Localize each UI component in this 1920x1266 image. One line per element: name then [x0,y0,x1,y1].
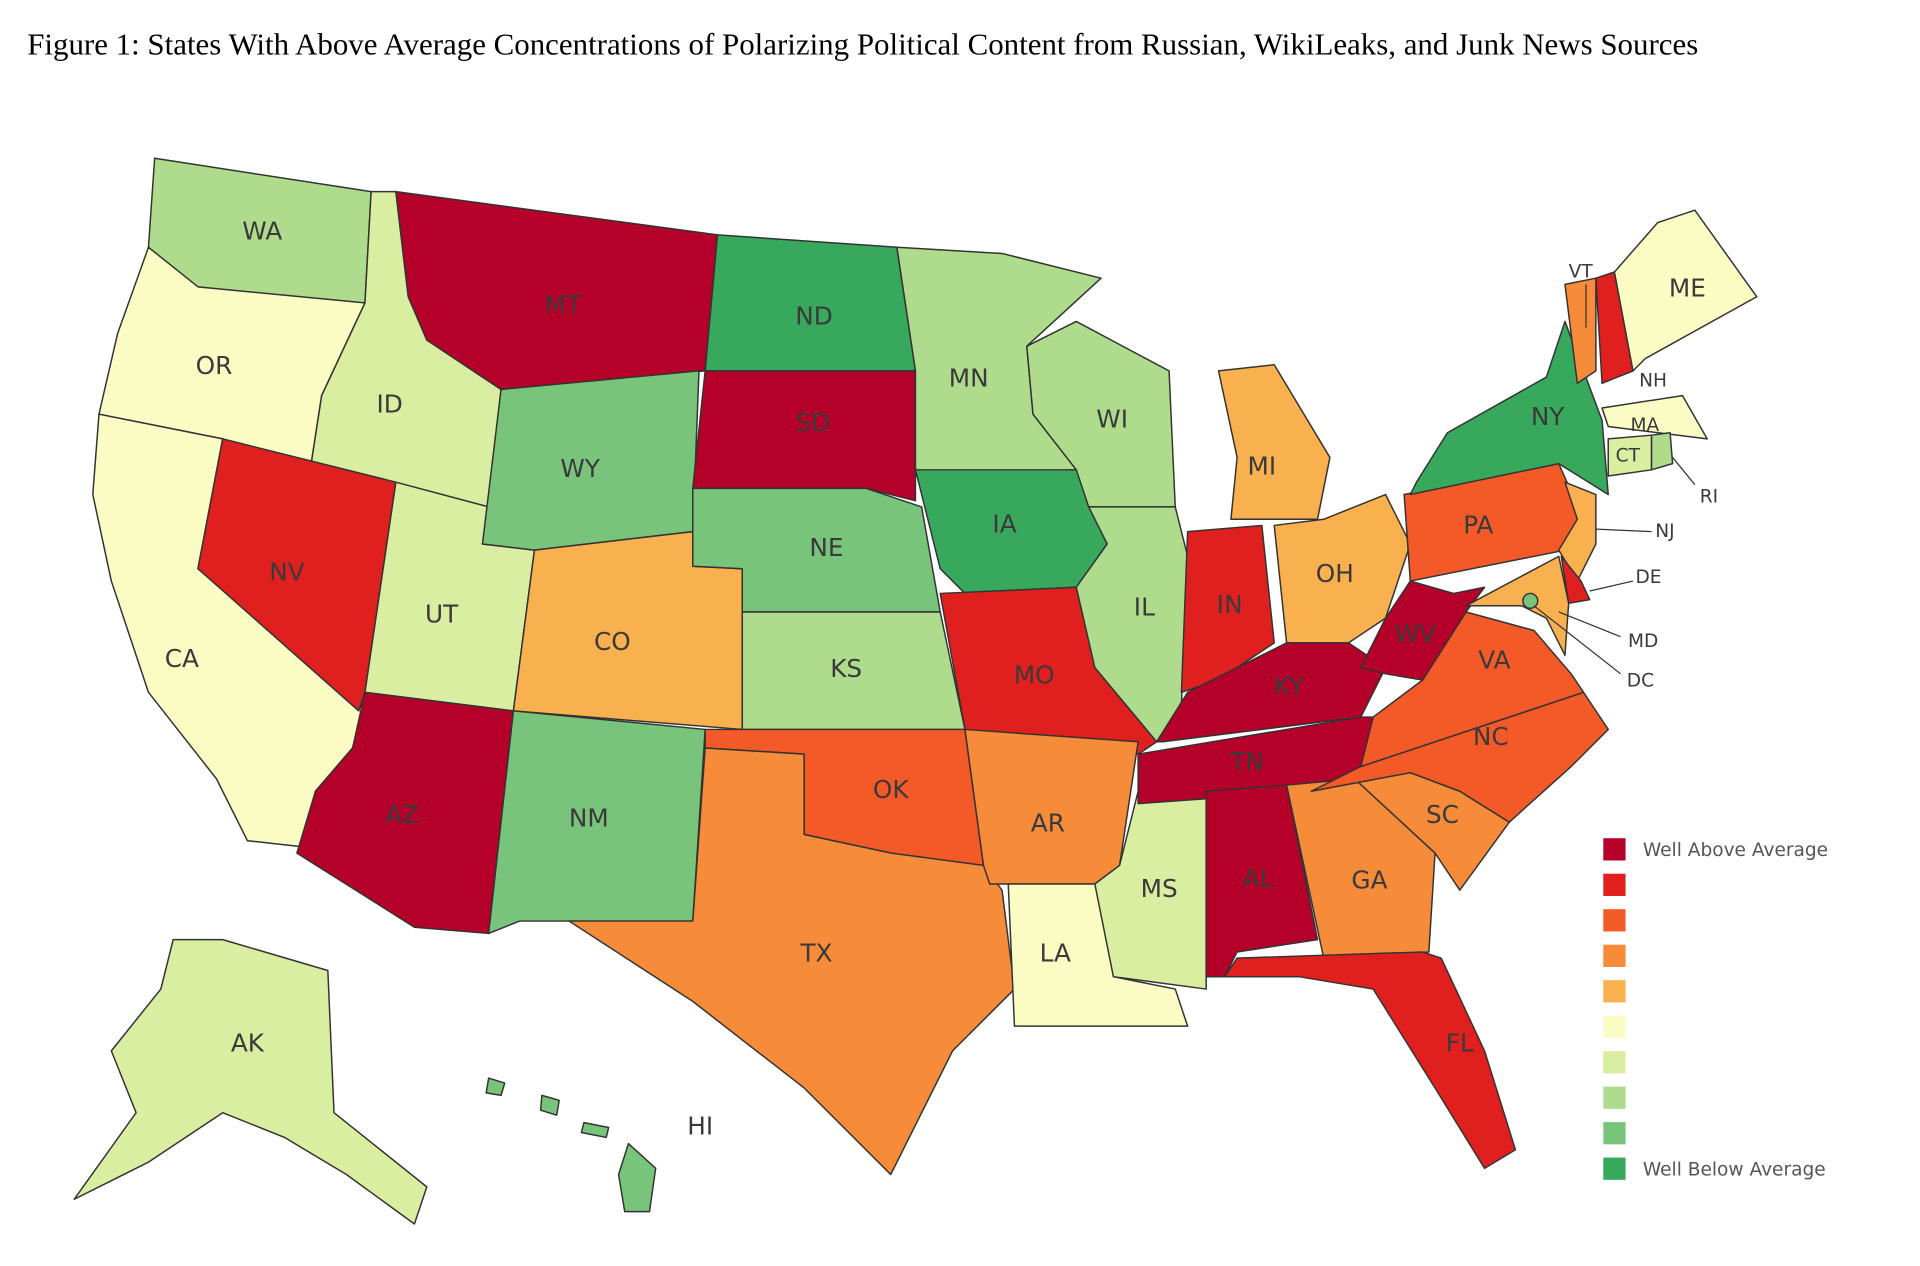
state-shape [1601,394,1708,440]
state-label: SC [1426,800,1459,829]
figure-title: Figure 1: States With Above Average Conc… [27,26,1698,61]
state-label: AK [231,1029,265,1058]
state-label: DC [1627,671,1654,692]
state-shape [1613,209,1758,372]
leader-line [1558,611,1621,638]
state-label: CO [594,627,631,656]
state-label: MN [949,364,989,393]
state-shape [1564,277,1597,385]
state-shape [617,1142,657,1213]
state-shape [73,938,428,1225]
state-label: AL [1243,864,1274,893]
state-shape [580,1121,610,1139]
state-label: NH [1639,370,1667,391]
state-label: TX [799,938,832,967]
state-label: MI [1248,451,1277,480]
state-label: CA [165,644,199,673]
state-label: UT [425,600,459,629]
state-shape [692,370,917,502]
state-label: AR [1031,809,1065,838]
state-label: DE [1635,567,1661,588]
state-label: VT [1569,261,1594,282]
state-label: WY [560,454,600,483]
leader-line [1595,528,1652,533]
states [73,157,1758,1225]
state-label: SD [795,408,830,437]
state-label: WI [1096,404,1128,433]
legend-swatch [1603,873,1626,896]
state-label: NV [269,558,305,587]
leader-line [1589,580,1634,592]
state-shape [1560,555,1591,605]
state-label: MD [1628,631,1658,652]
state-shape [197,438,397,712]
state-label: MS [1141,874,1178,903]
state-labels: WA OR CA ID NV UT AZ MT WY CO NM ND SD NE KS OK TX MN IA MO… [165,216,1718,1140]
state-label: MO [1014,660,1055,689]
state-label: ID [377,390,403,419]
state-label: ND [795,302,833,331]
state-label: NC [1473,722,1509,751]
state-label: HI [687,1112,713,1141]
legend-swatch [1603,1157,1626,1180]
state-shape [485,1077,506,1097]
leader-line [1533,605,1622,675]
state-shape [1360,580,1486,681]
legend-swatch [1603,838,1626,861]
state-label: IN [1217,590,1243,619]
legend-swatch [1603,1015,1626,1038]
state-shape [568,747,1016,1176]
state-shape [964,728,1139,885]
leader-line [1672,457,1696,486]
state-label: IA [992,509,1016,538]
legend-swatch [1603,1051,1626,1074]
state-label: TN [1229,747,1264,776]
state-shape [1180,524,1275,694]
state-label: OR [196,351,233,380]
state-shape [1310,691,1609,823]
state-label: WA [242,216,282,245]
state-shape [1409,320,1609,496]
state-shape [1465,555,1570,656]
state-shape [539,1094,560,1116]
state-label: FL [1446,1029,1474,1058]
state-label: GA [1351,866,1387,895]
state-label: NJ [1655,521,1674,542]
state-label: IL [1134,592,1155,621]
legend-swatch [1603,909,1626,932]
state-label: MT [545,291,582,320]
state-label: ME [1669,273,1706,302]
state-label: NM [569,804,609,833]
state-label: PA [1463,511,1493,540]
state-label: KS [830,654,862,683]
legend-swatch [1603,1086,1626,1109]
state-label: AZ [385,800,419,829]
legend-label: Well Above Average [1643,840,1828,861]
legend: Well Above Average Well Below Average [1603,838,1828,1180]
legend-swatch [1603,980,1626,1003]
state-shape [1522,592,1539,610]
legend-swatch [1603,944,1626,967]
state-shape [1217,363,1331,520]
state-shape [1224,951,1517,1170]
state-label: WV [1395,619,1436,648]
state-label: OH [1316,559,1354,588]
state-label: NE [809,533,843,562]
state-label: CT [1616,446,1641,467]
state-label: LA [1040,938,1071,967]
legend-swatch [1603,1122,1626,1145]
state-label: NY [1531,402,1566,431]
state-shape [1650,431,1674,471]
state-label: RI [1700,487,1718,508]
state-label: KY [1274,671,1305,700]
state-label: OK [873,775,909,804]
state-label: MA [1631,415,1660,436]
state-label: VA [1478,645,1510,674]
leader-lines [1533,284,1696,675]
legend-label: Well Below Average [1643,1159,1826,1180]
